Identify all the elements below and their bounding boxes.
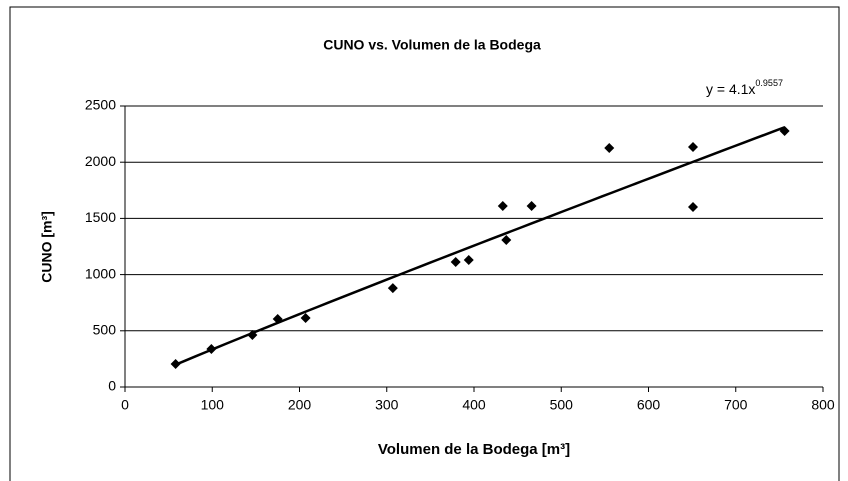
- point: [247, 329, 258, 340]
- point: [272, 313, 283, 324]
- point: [526, 201, 537, 212]
- point: [300, 312, 311, 323]
- point: [501, 234, 512, 245]
- point: [170, 358, 181, 369]
- point: [497, 201, 508, 212]
- trendline-equation: y = 4.1x0.9557: [706, 78, 783, 96]
- x-tick-label: 100: [201, 397, 225, 413]
- point: [779, 125, 790, 136]
- y-tick-label: 2500: [85, 97, 116, 113]
- x-axis-label: Volumen de la Bodega [m³]: [378, 441, 570, 458]
- x-tick-label: 400: [462, 397, 486, 413]
- y-tick-label: 0: [108, 378, 116, 394]
- point: [687, 202, 698, 213]
- x-tick-label: 0: [121, 397, 129, 413]
- y-tick-label: 1500: [85, 209, 116, 225]
- y-tick-label: 1000: [85, 265, 116, 281]
- x-tick-label: 600: [637, 397, 661, 413]
- x-tick-label: 700: [724, 397, 748, 413]
- equation-exponent: 0.9557: [755, 78, 783, 88]
- y-tick-label: 2000: [85, 153, 116, 169]
- point: [387, 283, 398, 294]
- equation-text: y = 4.1x: [706, 81, 755, 97]
- chart-title: CUNO vs. Volumen de la Bodega: [323, 37, 541, 53]
- y-tick-label: 500: [93, 322, 117, 338]
- point: [450, 257, 461, 268]
- point: [206, 344, 217, 355]
- chart-frame: [9, 6, 840, 481]
- x-tick-label: 800: [811, 397, 835, 413]
- x-tick-label: 500: [550, 397, 574, 413]
- x-tick-label: 300: [375, 397, 399, 413]
- x-tick-label: 200: [288, 397, 312, 413]
- y-axis-label: CUNO [m³]: [39, 211, 55, 283]
- point: [463, 254, 474, 265]
- point: [687, 142, 698, 153]
- point: [604, 143, 615, 154]
